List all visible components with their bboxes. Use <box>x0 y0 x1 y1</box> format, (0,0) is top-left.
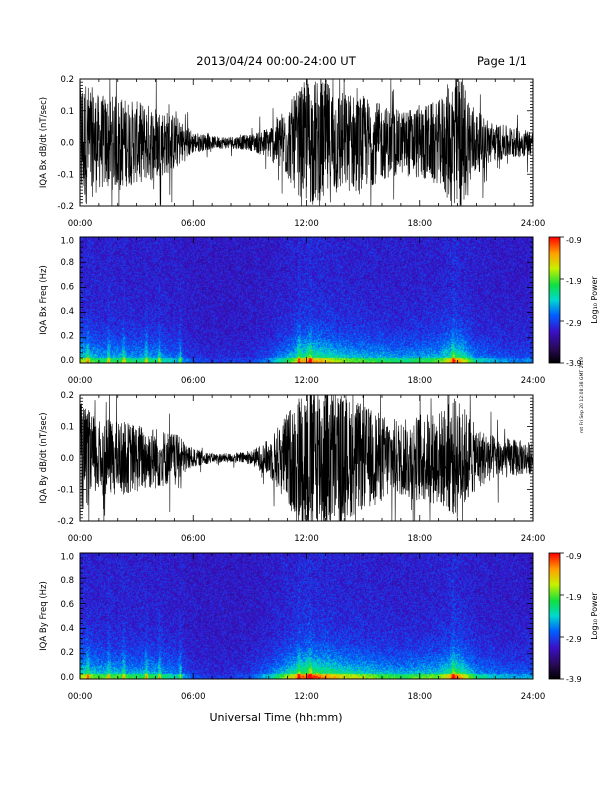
ytick-label: 0.4 <box>60 307 74 317</box>
panel-by-spectrogram-frame <box>79 552 534 680</box>
ytick-label: -0.1 <box>57 170 74 180</box>
ytick-label: -0.2 <box>57 202 74 212</box>
bx-spectrogram-image <box>80 237 533 363</box>
colorbar-tick: -1.9 <box>566 593 582 602</box>
colorbar-label: Log₁₀ Power <box>590 276 599 324</box>
x-axis-label: Universal Time (hh:mm) <box>210 711 343 724</box>
panel-by-spectrogram: IQA By Freq (Hz) 1.0 0.8 0.6 0.4 0.2 0.0… <box>39 552 599 702</box>
ytick-label: 0.1 <box>60 107 74 117</box>
ytick-label: 0.2 <box>60 648 74 658</box>
xtick-label: 12:00 <box>294 534 319 544</box>
ytick-label: 0.0 <box>60 356 74 366</box>
panel-bx-spectrogram-ylabel: IQA Bx Freq (Hz) <box>39 265 49 335</box>
xtick-label: 12:00 <box>294 376 319 386</box>
colorbar-tick: -3.9 <box>566 675 582 684</box>
colorbar-tick: -3.9 <box>566 359 582 368</box>
xtick-label: 06:00 <box>181 534 206 544</box>
panel-by-spectrogram-ylabel: IQA By Freq (Hz) <box>39 581 49 651</box>
panel-bx-dbdt-frame <box>79 78 534 207</box>
xtick-label: 12:00 <box>294 219 319 229</box>
ytick-label: 0.0 <box>60 139 74 149</box>
ytick-label: 0.2 <box>60 75 74 85</box>
colorbar-bx-scale <box>548 236 561 364</box>
panel-bx-spectrogram: IQA Bx Freq (Hz) 1.0 0.8 0.6 0.4 0.2 0.0… <box>39 236 599 386</box>
ytick-label: 0.0 <box>60 454 74 464</box>
ytick-label: 0.0 <box>60 673 74 683</box>
xtick-label: 24:00 <box>521 534 546 544</box>
xtick-label: 00:00 <box>68 376 93 386</box>
ytick-label: 1.0 <box>60 553 74 563</box>
xtick-label: 00:00 <box>68 534 93 544</box>
xtick-label: 06:00 <box>181 376 206 386</box>
ytick-label: 0.1 <box>60 423 74 433</box>
panel-by-dbdt-ylabel: IQA By dB/dt (nT/sec) <box>39 412 49 503</box>
page-number: Page 1/1 <box>477 54 527 68</box>
xtick-label: 06:00 <box>181 692 206 702</box>
ytick-label: 0.2 <box>60 332 74 342</box>
ytick-label: -0.2 <box>57 517 74 527</box>
xtick-label: 12:00 <box>294 692 319 702</box>
xtick-label: 00:00 <box>68 692 93 702</box>
ytick-label: 0.2 <box>60 391 74 401</box>
ytick-label: 0.6 <box>60 283 74 293</box>
ytick-label: 1.0 <box>60 237 74 247</box>
bx-dbdt-trace <box>79 78 534 207</box>
colorbar-tick: -2.9 <box>566 635 582 644</box>
ytick-label: 0.4 <box>60 624 74 634</box>
xtick-label: 06:00 <box>181 219 206 229</box>
xtick-label: 18:00 <box>408 376 433 386</box>
side-note: mt Fri Sep 20 12:08:38 GMT 2019 <box>579 357 585 433</box>
colorbar-bx: -0.9 -1.9 -2.9 -3.9 Log₁₀ Power <box>548 236 599 368</box>
xtick-label: 00:00 <box>68 219 93 229</box>
panel-by-dbdt: IQA By dB/dt (nT/sec) 0.2 0.1 0.0 -0.1 -… <box>39 391 545 544</box>
ytick-label: 0.8 <box>60 258 74 268</box>
panel-bx-dbdt: IQA Bx dB/dt (nT/sec) 0.2 0.1 0.0 -0.1 -… <box>39 75 545 229</box>
by-dbdt-trace <box>79 394 534 522</box>
by-spectrogram-image <box>80 553 533 679</box>
colorbar-tick: -0.9 <box>566 552 582 561</box>
ytick-label: 0.8 <box>60 576 74 586</box>
colorbar-tick: -1.9 <box>566 277 582 286</box>
xtick-label: 24:00 <box>521 219 546 229</box>
colorbar-tick: -0.9 <box>566 236 582 245</box>
xtick-label: 18:00 <box>408 534 433 544</box>
page-title: 2013/04/24 00:00-24:00 UT <box>196 54 356 68</box>
panel-bx-spectrogram-frame <box>79 236 534 364</box>
colorbar-by: -0.9 -1.9 -2.9 -3.9 Log₁₀ Power <box>548 552 599 684</box>
panel-by-spectrogram-ticks <box>79 552 534 680</box>
ytick-label: -0.1 <box>57 486 74 496</box>
panel-by-dbdt-frame <box>79 394 534 522</box>
colorbar-tick: -2.9 <box>566 319 582 328</box>
xtick-label: 18:00 <box>408 219 433 229</box>
panel-bx-dbdt-ylabel: IQA Bx dB/dt (nT/sec) <box>39 97 49 188</box>
xtick-label: 18:00 <box>408 692 433 702</box>
colorbar-label: Log₁₀ Power <box>590 592 599 640</box>
xtick-label: 24:00 <box>521 376 546 386</box>
ytick-label: 0.6 <box>60 600 74 610</box>
colorbar-by-scale <box>548 552 561 680</box>
xtick-label: 24:00 <box>521 692 546 702</box>
